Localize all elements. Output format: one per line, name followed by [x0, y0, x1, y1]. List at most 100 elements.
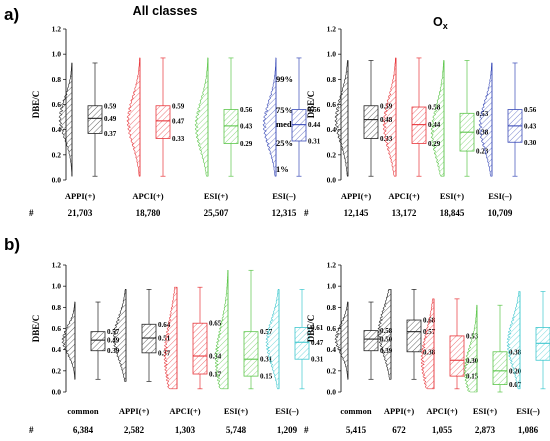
- distribution-curve: [262, 57, 277, 177]
- q3-label: 0.53: [466, 332, 479, 340]
- series-ESI(–): 0.56 0.44 0.31 ESI(–) 12,315: [262, 57, 321, 218]
- y-tick-label: 0.2: [52, 150, 62, 159]
- x-category-label: common: [340, 406, 371, 416]
- x-category-label: APPI(+): [119, 406, 150, 416]
- q3-label: 0.61: [311, 324, 324, 332]
- distribution-curve: [478, 62, 493, 177]
- count-value: 13,172: [392, 208, 417, 218]
- distribution-curve: [194, 57, 209, 177]
- median-label: 0.43: [524, 122, 537, 130]
- y-tick-label: 0.8: [327, 75, 337, 84]
- legend-99: 99%: [276, 74, 293, 84]
- distribution-curve: [506, 291, 521, 390]
- chart-panel-2: 0.00.20.40.60.81.01.2DBE/C#0.570.490.39c…: [29, 261, 324, 436]
- panel-title-ox: Ox: [433, 15, 448, 31]
- count-value: 18,780: [136, 208, 161, 218]
- x-category-label: ESI(–): [488, 191, 512, 201]
- y-tick-label: 0.0: [327, 176, 337, 185]
- q3-label: 0.56: [524, 106, 537, 114]
- legend-75: 75%: [276, 105, 293, 115]
- x-category-label: APCI(+): [426, 406, 457, 416]
- y-tick-label: 0.4: [327, 125, 337, 134]
- y-tick-label: 0.0: [327, 388, 337, 397]
- x-category-label: common: [67, 406, 98, 416]
- x-category-label: APCI(+): [132, 191, 163, 201]
- y-tick-label: 0.6: [327, 100, 337, 109]
- count-value: 18,845: [440, 208, 465, 218]
- count-symbol: #: [29, 425, 34, 435]
- count-value: 5,415: [346, 425, 367, 435]
- count-symbol: #: [304, 425, 309, 435]
- q1-label: 0.39: [107, 347, 120, 355]
- count-value: 10,709: [488, 208, 513, 218]
- series-ESI(–): 0.61 0.47 0.31 ESI(–) 1,209: [265, 288, 324, 435]
- q1-label: 0.17: [209, 371, 222, 379]
- q3-label: 0.56: [308, 106, 321, 114]
- y-tick-label: 0.6: [52, 324, 62, 333]
- title-ox-sub: x: [443, 21, 448, 31]
- q1-label: 0.37: [158, 349, 171, 357]
- y-tick-label: 0.8: [52, 75, 62, 84]
- distribution-curve: [214, 269, 229, 390]
- box-hatch: [88, 105, 102, 134]
- count-value: 5,748: [226, 425, 247, 435]
- box-hatch: [450, 335, 464, 377]
- median-label: 0.47: [311, 339, 324, 347]
- box-hatch: [412, 107, 426, 144]
- series-ESI(–): 0.56 0.43 0.30 ESI(–) 10,709: [478, 62, 537, 218]
- chart-panel-1: 0.00.20.40.60.81.01.2DBE/C#0.590.480.33A…: [304, 25, 537, 219]
- y-tick-label: 1.0: [327, 282, 337, 291]
- count-symbol: #: [304, 208, 309, 218]
- y-tick-label: 0.6: [327, 324, 337, 333]
- y-tick-label: 0.4: [327, 345, 337, 354]
- distribution-curve: [382, 57, 397, 177]
- y-axis-label: DBE/C: [306, 91, 316, 119]
- count-value: 21,703: [68, 208, 93, 218]
- q3-label: 0.59: [380, 102, 393, 110]
- box-hatch: [244, 331, 258, 377]
- box-hatch: [91, 331, 105, 351]
- x-category-label: APPI(+): [384, 406, 415, 416]
- y-tick-label: 1.0: [52, 282, 62, 291]
- distribution-curve: [61, 301, 76, 380]
- y-tick-label: 1.2: [327, 25, 337, 34]
- y-tick-label: 0.8: [327, 303, 337, 312]
- y-axis-label: DBE/C: [306, 315, 316, 343]
- count-value: 1,209: [277, 425, 298, 435]
- y-axis-label: DBE/C: [31, 315, 41, 343]
- box-hatch: [493, 351, 507, 385]
- y-tick-label: 0.2: [327, 366, 337, 375]
- y-tick-label: 0.0: [52, 388, 62, 397]
- q3-label: 0.56: [240, 106, 253, 114]
- chart-panel-3: 0.00.20.40.60.81.01.2DBE/C#0.580.500.39c…: [304, 261, 550, 435]
- x-category-label: ESI(–): [275, 406, 299, 416]
- q1-label: 0.29: [240, 140, 253, 148]
- x-category-label: ESI(+): [204, 191, 228, 201]
- median-label: 0.49: [104, 115, 117, 123]
- y-tick-label: 0.0: [52, 176, 62, 185]
- q1-label: 0.15: [260, 373, 273, 381]
- panel-title-all-classes: All classes: [133, 4, 198, 18]
- x-category-label: APPI(+): [341, 191, 372, 201]
- series-APCI(+): 0.59 0.47 0.33 APCI(+) 18,780: [126, 57, 185, 218]
- distribution-curve: [334, 301, 349, 380]
- count-value: 25,507: [204, 208, 229, 218]
- x-category-label: APPI(+): [65, 191, 96, 201]
- median-label: 0.44: [308, 121, 321, 129]
- panel-label-b: b): [4, 235, 20, 254]
- box-hatch: [364, 330, 378, 351]
- distribution-curve: [163, 286, 178, 390]
- count-value: 672: [392, 425, 406, 435]
- median-label: 0.47: [172, 117, 185, 125]
- median-label: 0.43: [240, 122, 253, 130]
- y-tick-label: 0.2: [52, 366, 62, 375]
- y-tick-label: 1.2: [52, 25, 62, 34]
- y-tick-label: 0.4: [52, 345, 62, 354]
- q3-label: 0.57: [260, 328, 273, 336]
- y-tick-label: 1.2: [52, 261, 62, 270]
- distribution-curve: [126, 57, 141, 177]
- x-category-label: ESI(+): [440, 191, 464, 201]
